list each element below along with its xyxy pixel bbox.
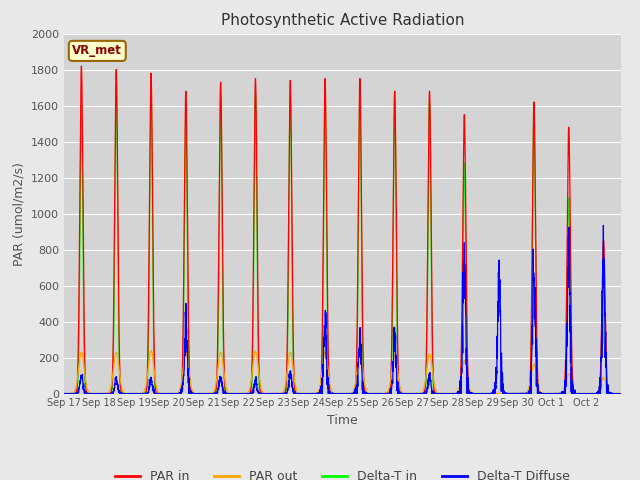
Title: Photosynthetic Active Radiation: Photosynthetic Active Radiation [221, 13, 464, 28]
Text: VR_met: VR_met [72, 44, 122, 58]
Legend: PAR in, PAR out, Delta-T in, Delta-T Diffuse: PAR in, PAR out, Delta-T in, Delta-T Dif… [109, 465, 575, 480]
X-axis label: Time: Time [327, 414, 358, 427]
Y-axis label: PAR (umol/m2/s): PAR (umol/m2/s) [12, 162, 26, 265]
